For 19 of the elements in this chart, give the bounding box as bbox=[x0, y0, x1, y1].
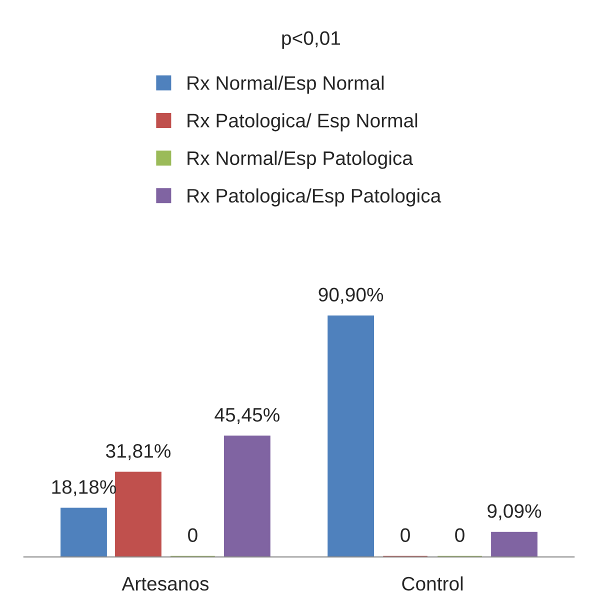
data-label: 0 bbox=[400, 528, 410, 542]
data-label: 9,09% bbox=[488, 504, 542, 520]
x-tick-label: Artesanos bbox=[122, 577, 209, 591]
data-label: 90,90% bbox=[318, 288, 384, 304]
bar bbox=[115, 472, 162, 557]
data-label: 31,81% bbox=[106, 444, 171, 460]
bar bbox=[491, 532, 538, 557]
bar bbox=[60, 508, 107, 557]
bar bbox=[328, 315, 374, 557]
chart-title: p<0,01 bbox=[282, 31, 340, 49]
data-label: 45,45% bbox=[214, 408, 280, 424]
legend-label: Rx Normal/Esp Patologica bbox=[188, 150, 413, 169]
data-label: 0 bbox=[188, 528, 198, 542]
legend-label: Rx Patologica/Esp Patologica bbox=[188, 188, 442, 206]
data-label: 0 bbox=[455, 528, 464, 542]
bar bbox=[224, 436, 270, 557]
legend-label: Rx Normal/Esp Normal bbox=[188, 76, 384, 94]
x-tick-label: Control bbox=[402, 576, 463, 591]
legend-label: Rx Patologica/ Esp Normal bbox=[188, 113, 418, 132]
